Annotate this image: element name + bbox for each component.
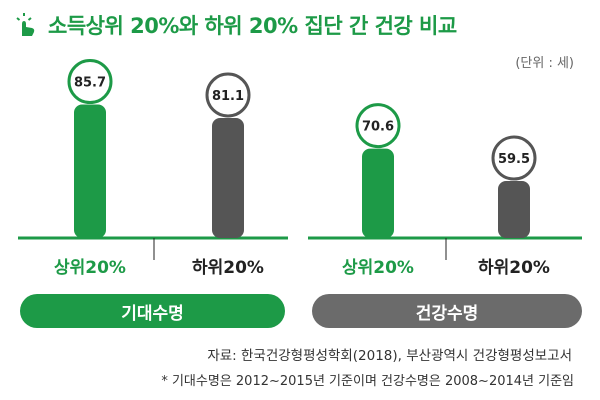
data-label-1-1: 59.5 [498,152,530,167]
healthy-life-pill: 건강수명 [312,294,582,328]
category-label-life-top: 상위20% [54,258,126,278]
value-bubble-1-0 [355,103,401,149]
bar-1-1 [498,181,530,238]
category-label-health-bottom: 하위20% [478,258,550,278]
data-label-0-1: 81.1 [212,89,244,104]
bar-0-0 [74,104,106,238]
category-label-health-top: 상위20% [342,258,414,278]
title-area: 소득상위 20%와 하위 20% 집단 간 건강 비교 [14,10,457,40]
value-bubble-0-1 [205,72,251,118]
footnote-text: * 기대수명은 2012~2015년 기준이며 건강수명은 2008~2014년… [161,374,574,389]
bar-1-0 [362,148,394,238]
page-title: 소득상위 20%와 하위 20% 집단 간 건강 비교 [48,14,457,38]
value-bubble-0-0 [67,59,113,105]
unit-label: (단위 : 세) [515,56,574,71]
tap-hand-icon [16,13,35,36]
life-expectancy-pill: 기대수명 [20,294,285,328]
category-label-life-bottom: 하위20% [192,258,264,278]
value-bubble-1-1 [491,135,537,181]
data-label-1-0: 70.6 [362,120,394,135]
data-label-0-0: 85.7 [74,76,106,91]
source-text: 자료: 한국건강형평성학회(2018), 부산광역시 건강형평성보고서 [207,348,572,364]
bar-0-1 [212,117,244,238]
